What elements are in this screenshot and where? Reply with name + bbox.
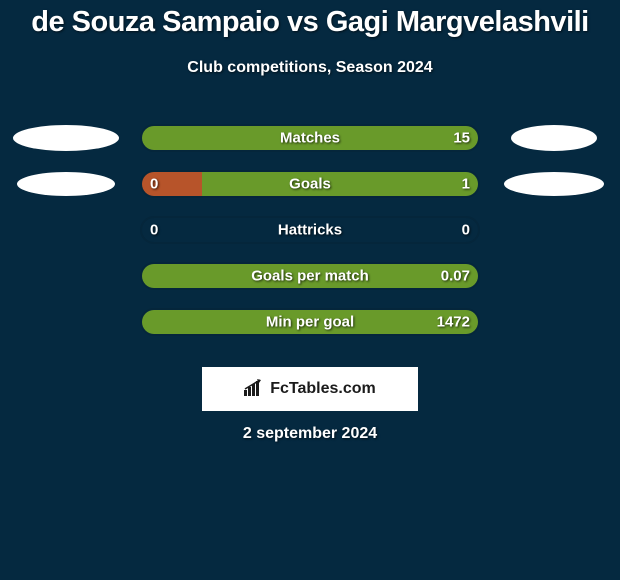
stat-row: Goals per match 0.07 — [0, 253, 620, 299]
page-subtitle: Club competitions, Season 2024 — [0, 59, 620, 77]
widget-root: de Souza Sampaio vs Gagi Margvelashvili … — [0, 0, 620, 580]
stat-right-value: 1472 — [437, 314, 470, 331]
stat-label: Goals per match — [251, 268, 369, 285]
left-ellipse — [17, 172, 115, 196]
stat-label: Min per goal — [266, 314, 354, 331]
left-side-slot — [10, 172, 122, 196]
stat-bar-right-seg — [202, 172, 478, 196]
comparison-chart: Matches 15 Goals 0 1 Hattricks 0 0 Goals per mat… — [0, 115, 620, 345]
stat-bar: Hattricks 0 0 — [140, 216, 480, 244]
left-side-slot — [10, 125, 122, 151]
right-side-slot — [498, 172, 610, 196]
page-title: de Souza Sampaio vs Gagi Margvelashvili — [0, 6, 620, 39]
stat-bar: Matches 15 — [140, 124, 480, 152]
brand-text: FcTables.com — [270, 380, 376, 398]
stat-right-value: 15 — [453, 130, 470, 147]
stat-bar: Goals 0 1 — [140, 170, 480, 198]
brand-badge: FcTables.com — [202, 367, 418, 411]
stat-row: Goals 0 1 — [0, 161, 620, 207]
right-ellipse — [504, 172, 604, 196]
stat-label: Hattricks — [278, 222, 342, 239]
stat-bar: Goals per match 0.07 — [140, 262, 480, 290]
stat-row: Hattricks 0 0 — [0, 207, 620, 253]
stat-label: Goals — [289, 176, 331, 193]
bars-icon — [244, 378, 266, 401]
stat-right-value: 1 — [462, 176, 470, 193]
stat-right-value: 0.07 — [441, 268, 470, 285]
stat-left-value: 0 — [150, 176, 158, 193]
right-ellipse — [511, 125, 597, 151]
snapshot-date: 2 september 2024 — [0, 425, 620, 443]
left-ellipse — [13, 125, 119, 151]
stat-label: Matches — [280, 130, 340, 147]
stat-bar: Min per goal 1472 — [140, 308, 480, 336]
stat-row: Matches 15 — [0, 115, 620, 161]
stat-left-value: 0 — [150, 222, 158, 239]
stat-right-value: 0 — [462, 222, 470, 239]
stat-row: Min per goal 1472 — [0, 299, 620, 345]
right-side-slot — [498, 125, 610, 151]
